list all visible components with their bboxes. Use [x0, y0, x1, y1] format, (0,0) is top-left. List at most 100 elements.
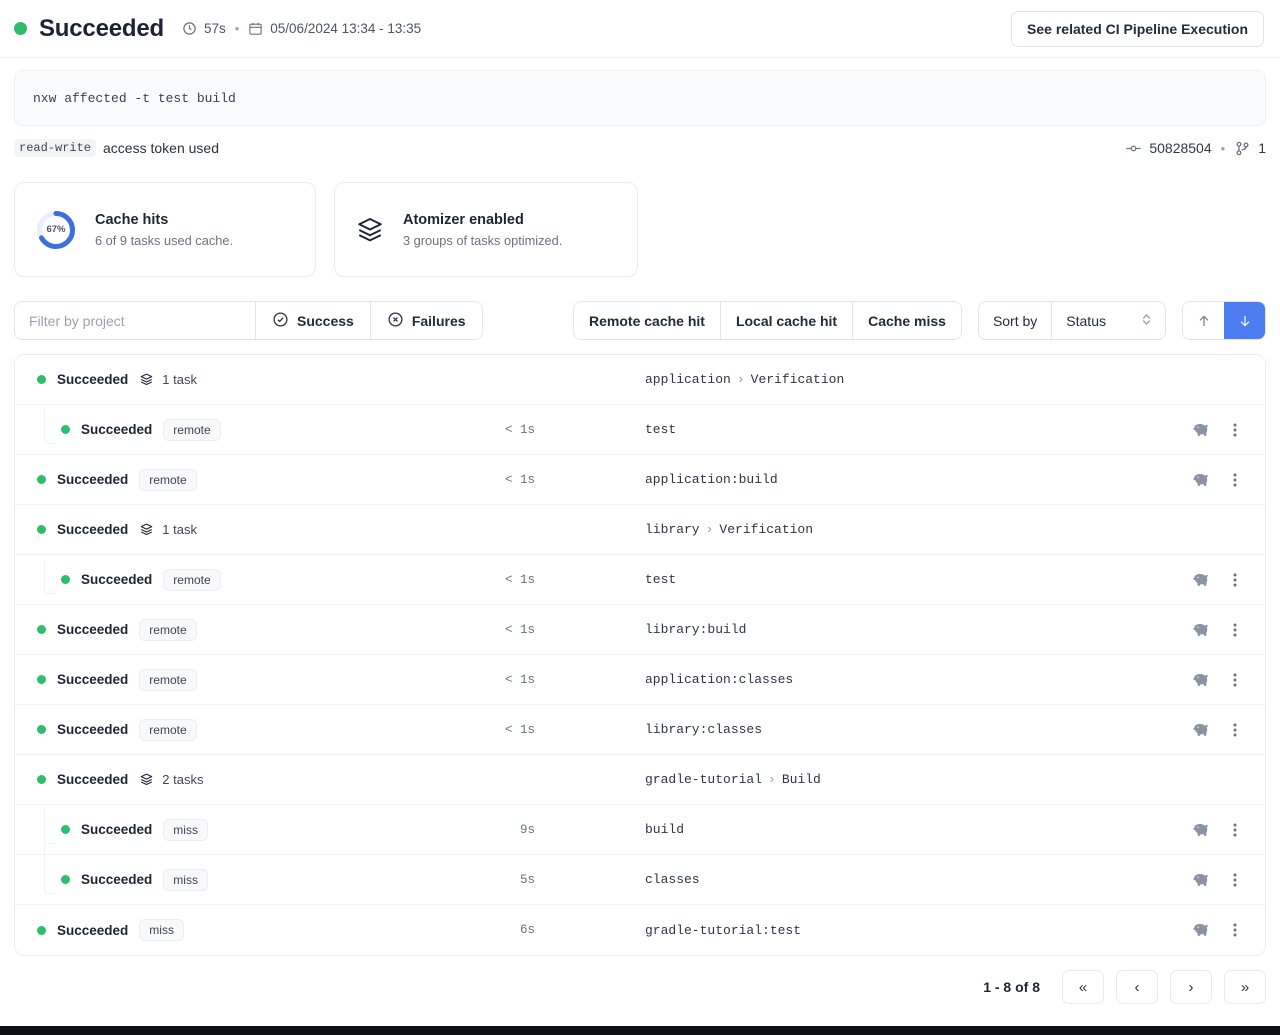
row-status-dot: [37, 375, 46, 384]
sort-descending-button[interactable]: [1224, 302, 1265, 339]
gradle-elephant-icon[interactable]: [1191, 872, 1211, 888]
row-duration: < 1s: [504, 722, 535, 737]
local-cache-hit-filter[interactable]: Local cache hit: [719, 302, 853, 339]
kebab-menu-icon[interactable]: [1233, 422, 1237, 438]
row-status-cell: Succeeded miss: [15, 843, 435, 894]
last-page-button[interactable]: »: [1224, 970, 1266, 1004]
meta-separator: •: [234, 21, 240, 36]
row-actions: [1155, 622, 1265, 638]
table-row[interactable]: Succeeded 1 task application › Verification: [15, 355, 1265, 405]
row-duration: < 1s: [504, 572, 535, 587]
sort-by-value: Status: [1066, 312, 1106, 329]
row-status-cell: Succeeded remote: [15, 559, 435, 594]
cache-hit-percent: 67%: [46, 224, 66, 235]
row-status-text: Succeeded: [57, 922, 129, 938]
table-row[interactable]: Succeeded remote < 1s test: [15, 405, 1265, 455]
kebab-menu-icon[interactable]: [1233, 822, 1237, 838]
breadcrumb-separator: ›: [768, 772, 776, 787]
kebab-menu-icon[interactable]: [1233, 722, 1237, 738]
first-page-button[interactable]: «: [1062, 970, 1104, 1004]
table-row[interactable]: Succeeded remote < 1s application:build: [15, 455, 1265, 505]
table-row[interactable]: Succeeded miss 9s build: [15, 805, 1265, 855]
row-project: library: [645, 522, 700, 537]
row-duration: < 1s: [504, 672, 535, 687]
failures-filter-button[interactable]: Failures: [369, 302, 482, 339]
page-header: Succeeded 57s • 05/06/2024 13:34 - 13:35…: [0, 0, 1280, 58]
row-cache-pill: remote: [163, 568, 221, 591]
row-task-name: library:build: [645, 622, 747, 637]
table-row[interactable]: Succeeded miss 6s gradle-tutorial:test: [15, 905, 1265, 955]
row-target: Build: [781, 772, 821, 787]
header-meta: 57s • 05/06/2024 13:34 - 13:35: [182, 21, 421, 36]
row-status-dot: [37, 525, 46, 534]
row-duration: 5s: [519, 872, 535, 887]
gradle-elephant-icon[interactable]: [1191, 922, 1211, 938]
row-status-text: Succeeded: [81, 572, 153, 587]
cache-miss-filter[interactable]: Cache miss: [852, 302, 961, 339]
kebab-menu-icon[interactable]: [1233, 622, 1237, 638]
page-title: Succeeded: [39, 14, 164, 42]
gradle-elephant-icon[interactable]: [1191, 722, 1211, 738]
table-row[interactable]: Succeeded remote < 1s test: [15, 555, 1265, 605]
date-range-text: 05/06/2024 13:34 - 13:35: [270, 21, 422, 36]
cache-filter-group: Remote cache hit Local cache hit Cache m…: [573, 301, 962, 340]
atomizer-subtitle: 3 groups of tasks optimized.: [403, 233, 563, 249]
row-status-cell: Succeeded remote: [15, 409, 435, 444]
table-row[interactable]: Succeeded 2 tasks gradle-tutorial › Build: [15, 755, 1265, 805]
row-status-text: Succeeded: [81, 872, 153, 887]
row-cache-pill: remote: [139, 468, 197, 491]
previous-page-button[interactable]: ‹: [1116, 970, 1158, 1004]
kebab-menu-icon[interactable]: [1233, 472, 1237, 488]
kebab-menu-icon[interactable]: [1233, 572, 1237, 588]
table-row[interactable]: Succeeded remote < 1s library:build: [15, 605, 1265, 655]
tree-connector: [44, 843, 55, 894]
atomizer-title: Atomizer enabled: [403, 211, 524, 228]
row-status-cell: Succeeded miss: [15, 919, 435, 941]
gradle-elephant-icon[interactable]: [1191, 422, 1211, 438]
kebab-menu-icon[interactable]: [1233, 672, 1237, 688]
remote-cache-hit-filter[interactable]: Remote cache hit: [574, 302, 720, 339]
sort-ascending-button[interactable]: [1183, 302, 1224, 339]
row-cache-pill: remote: [139, 668, 197, 691]
table-row[interactable]: Succeeded remote < 1s library:classes: [15, 705, 1265, 755]
kebab-menu-icon[interactable]: [1233, 922, 1237, 938]
failures-filter-label: Failures: [411, 312, 466, 329]
next-page-button[interactable]: ›: [1170, 970, 1212, 1004]
row-project: gradle-tutorial: [645, 772, 763, 787]
gradle-elephant-icon[interactable]: [1191, 822, 1211, 838]
row-actions: [1155, 872, 1265, 888]
row-task-name: gradle-tutorial › Build: [545, 772, 1155, 787]
gradle-elephant-icon[interactable]: [1191, 672, 1211, 688]
table-row[interactable]: Succeeded miss 5s classes: [15, 843, 1265, 905]
row-actions: [1155, 422, 1265, 438]
row-status-dot: [37, 775, 46, 784]
row-task-count: 1 task: [162, 522, 197, 537]
gradle-elephant-icon[interactable]: [1191, 472, 1211, 488]
row-status-dot: [61, 425, 70, 434]
commit-id: 50828504: [1149, 140, 1212, 156]
cache-hits-title: Cache hits: [95, 211, 169, 228]
cache-hits-text: Cache hits 6 of 9 tasks used cache.: [95, 211, 233, 249]
sort-by-select[interactable]: Status: [1052, 302, 1165, 339]
gradle-elephant-icon[interactable]: [1191, 622, 1211, 638]
summary-cards: 67% Cache hits 6 of 9 tasks used cache. …: [0, 160, 1280, 277]
kebab-menu-icon[interactable]: [1233, 872, 1237, 888]
breadcrumb-separator: ›: [705, 522, 714, 537]
row-actions: [1155, 822, 1265, 838]
atomizer-card[interactable]: Atomizer enabled 3 groups of tasks optim…: [334, 182, 638, 277]
table-row[interactable]: Succeeded remote < 1s application:classes: [15, 655, 1265, 705]
row-status-cell: Succeeded remote: [15, 668, 435, 691]
success-filter-button[interactable]: Success: [255, 302, 370, 339]
access-token-chip: read-write: [14, 139, 97, 157]
row-task-name: classes: [645, 872, 700, 887]
gradle-elephant-icon[interactable]: [1191, 572, 1211, 588]
command-box: nxw affected -t test build: [14, 70, 1266, 126]
table-row[interactable]: Succeeded 1 task library › Verification: [15, 505, 1265, 555]
row-status-dot: [61, 875, 70, 884]
duration-text: 57s: [203, 21, 226, 36]
command-text: nxw affected -t test build: [33, 90, 236, 106]
filter-by-project-input[interactable]: [15, 302, 255, 339]
row-task-count: 2 tasks: [162, 772, 204, 787]
see-related-ci-pipeline-execution-button[interactable]: See related CI Pipeline Execution: [1011, 10, 1264, 47]
cache-hits-card[interactable]: 67% Cache hits 6 of 9 tasks used cache.: [14, 182, 316, 277]
